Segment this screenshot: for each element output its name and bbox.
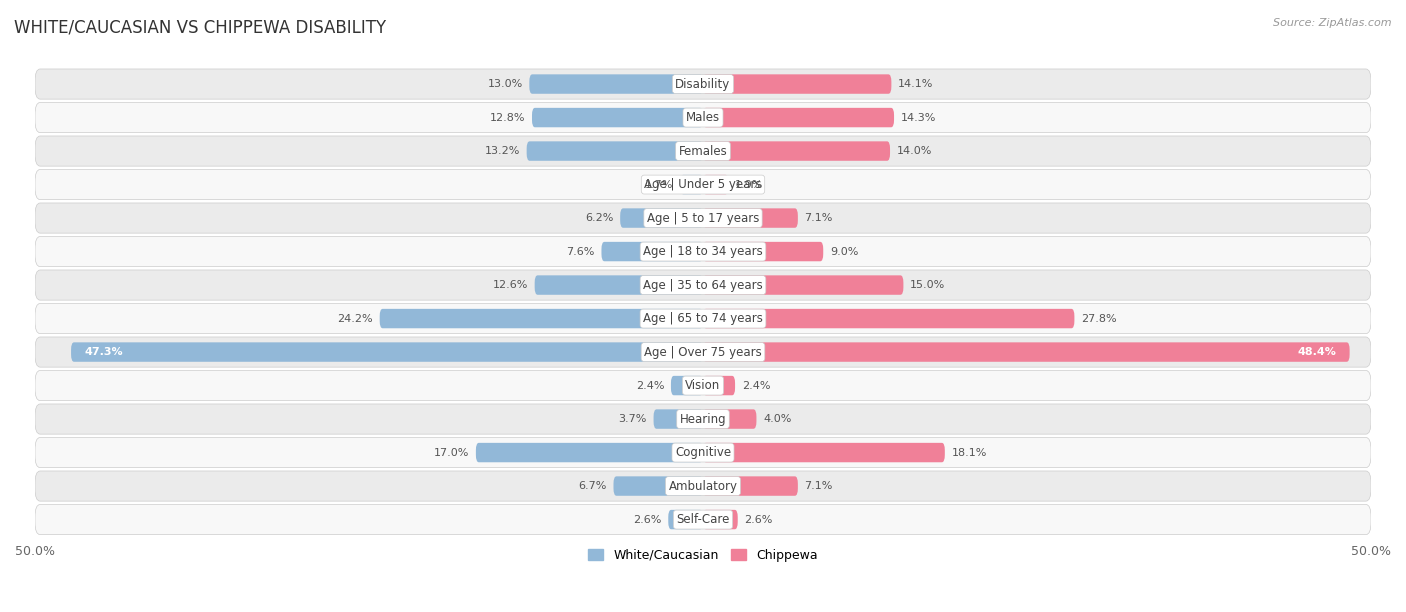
Text: Age | 18 to 34 years: Age | 18 to 34 years	[643, 245, 763, 258]
Text: Vision: Vision	[685, 379, 721, 392]
Text: 6.2%: 6.2%	[585, 213, 613, 223]
FancyBboxPatch shape	[703, 208, 797, 228]
FancyBboxPatch shape	[35, 270, 1371, 300]
Text: 9.0%: 9.0%	[830, 247, 858, 256]
Text: 14.0%: 14.0%	[897, 146, 932, 156]
FancyBboxPatch shape	[35, 404, 1371, 434]
Text: Age | Under 5 years: Age | Under 5 years	[644, 178, 762, 191]
Text: 15.0%: 15.0%	[910, 280, 945, 290]
FancyBboxPatch shape	[703, 242, 824, 261]
FancyBboxPatch shape	[72, 342, 703, 362]
FancyBboxPatch shape	[529, 74, 703, 94]
Text: 12.6%: 12.6%	[492, 280, 529, 290]
Text: 6.7%: 6.7%	[578, 481, 607, 491]
Text: Age | Over 75 years: Age | Over 75 years	[644, 346, 762, 359]
FancyBboxPatch shape	[35, 203, 1371, 233]
Text: 47.3%: 47.3%	[84, 347, 124, 357]
Text: WHITE/CAUCASIAN VS CHIPPEWA DISABILITY: WHITE/CAUCASIAN VS CHIPPEWA DISABILITY	[14, 18, 387, 36]
FancyBboxPatch shape	[703, 108, 894, 127]
FancyBboxPatch shape	[671, 376, 703, 395]
Text: Self-Care: Self-Care	[676, 513, 730, 526]
Text: 13.2%: 13.2%	[485, 146, 520, 156]
Text: 17.0%: 17.0%	[434, 447, 470, 458]
Text: 13.0%: 13.0%	[488, 79, 523, 89]
FancyBboxPatch shape	[703, 476, 797, 496]
Text: 3.7%: 3.7%	[619, 414, 647, 424]
Text: 12.8%: 12.8%	[489, 113, 526, 122]
Text: 14.3%: 14.3%	[901, 113, 936, 122]
Text: Age | 65 to 74 years: Age | 65 to 74 years	[643, 312, 763, 325]
FancyBboxPatch shape	[35, 304, 1371, 334]
Text: 1.9%: 1.9%	[735, 179, 763, 190]
FancyBboxPatch shape	[35, 337, 1371, 367]
FancyBboxPatch shape	[35, 170, 1371, 200]
Text: Age | 5 to 17 years: Age | 5 to 17 years	[647, 212, 759, 225]
Text: 4.0%: 4.0%	[763, 414, 792, 424]
FancyBboxPatch shape	[602, 242, 703, 261]
Text: 2.6%: 2.6%	[744, 515, 773, 524]
Text: Ambulatory: Ambulatory	[668, 480, 738, 493]
Text: 7.6%: 7.6%	[567, 247, 595, 256]
FancyBboxPatch shape	[35, 102, 1371, 133]
FancyBboxPatch shape	[668, 510, 703, 529]
FancyBboxPatch shape	[703, 141, 890, 161]
Text: 2.4%: 2.4%	[742, 381, 770, 390]
Text: Cognitive: Cognitive	[675, 446, 731, 459]
FancyBboxPatch shape	[534, 275, 703, 295]
FancyBboxPatch shape	[35, 471, 1371, 501]
FancyBboxPatch shape	[35, 136, 1371, 166]
Text: 18.1%: 18.1%	[952, 447, 987, 458]
Text: 24.2%: 24.2%	[337, 313, 373, 324]
Text: 2.4%: 2.4%	[636, 381, 664, 390]
Text: 1.7%: 1.7%	[645, 179, 673, 190]
Text: Males: Males	[686, 111, 720, 124]
FancyBboxPatch shape	[380, 309, 703, 328]
FancyBboxPatch shape	[35, 504, 1371, 535]
Text: Disability: Disability	[675, 78, 731, 91]
Text: Source: ZipAtlas.com: Source: ZipAtlas.com	[1274, 18, 1392, 28]
Text: 27.8%: 27.8%	[1081, 313, 1116, 324]
Text: 7.1%: 7.1%	[804, 213, 832, 223]
Legend: White/Caucasian, Chippewa: White/Caucasian, Chippewa	[583, 543, 823, 567]
FancyBboxPatch shape	[475, 443, 703, 462]
FancyBboxPatch shape	[531, 108, 703, 127]
FancyBboxPatch shape	[703, 342, 1350, 362]
FancyBboxPatch shape	[703, 409, 756, 429]
FancyBboxPatch shape	[620, 208, 703, 228]
FancyBboxPatch shape	[35, 438, 1371, 468]
FancyBboxPatch shape	[703, 443, 945, 462]
FancyBboxPatch shape	[35, 236, 1371, 267]
Text: Age | 35 to 64 years: Age | 35 to 64 years	[643, 278, 763, 291]
Text: Females: Females	[679, 144, 727, 157]
Text: 14.1%: 14.1%	[898, 79, 934, 89]
FancyBboxPatch shape	[35, 69, 1371, 99]
FancyBboxPatch shape	[681, 175, 703, 194]
Text: 7.1%: 7.1%	[804, 481, 832, 491]
FancyBboxPatch shape	[703, 376, 735, 395]
FancyBboxPatch shape	[613, 476, 703, 496]
FancyBboxPatch shape	[654, 409, 703, 429]
FancyBboxPatch shape	[35, 370, 1371, 401]
FancyBboxPatch shape	[703, 74, 891, 94]
FancyBboxPatch shape	[703, 510, 738, 529]
FancyBboxPatch shape	[703, 275, 904, 295]
Text: 48.4%: 48.4%	[1298, 347, 1336, 357]
Text: 2.6%: 2.6%	[633, 515, 662, 524]
FancyBboxPatch shape	[703, 175, 728, 194]
FancyBboxPatch shape	[527, 141, 703, 161]
Text: Hearing: Hearing	[679, 412, 727, 425]
FancyBboxPatch shape	[703, 309, 1074, 328]
